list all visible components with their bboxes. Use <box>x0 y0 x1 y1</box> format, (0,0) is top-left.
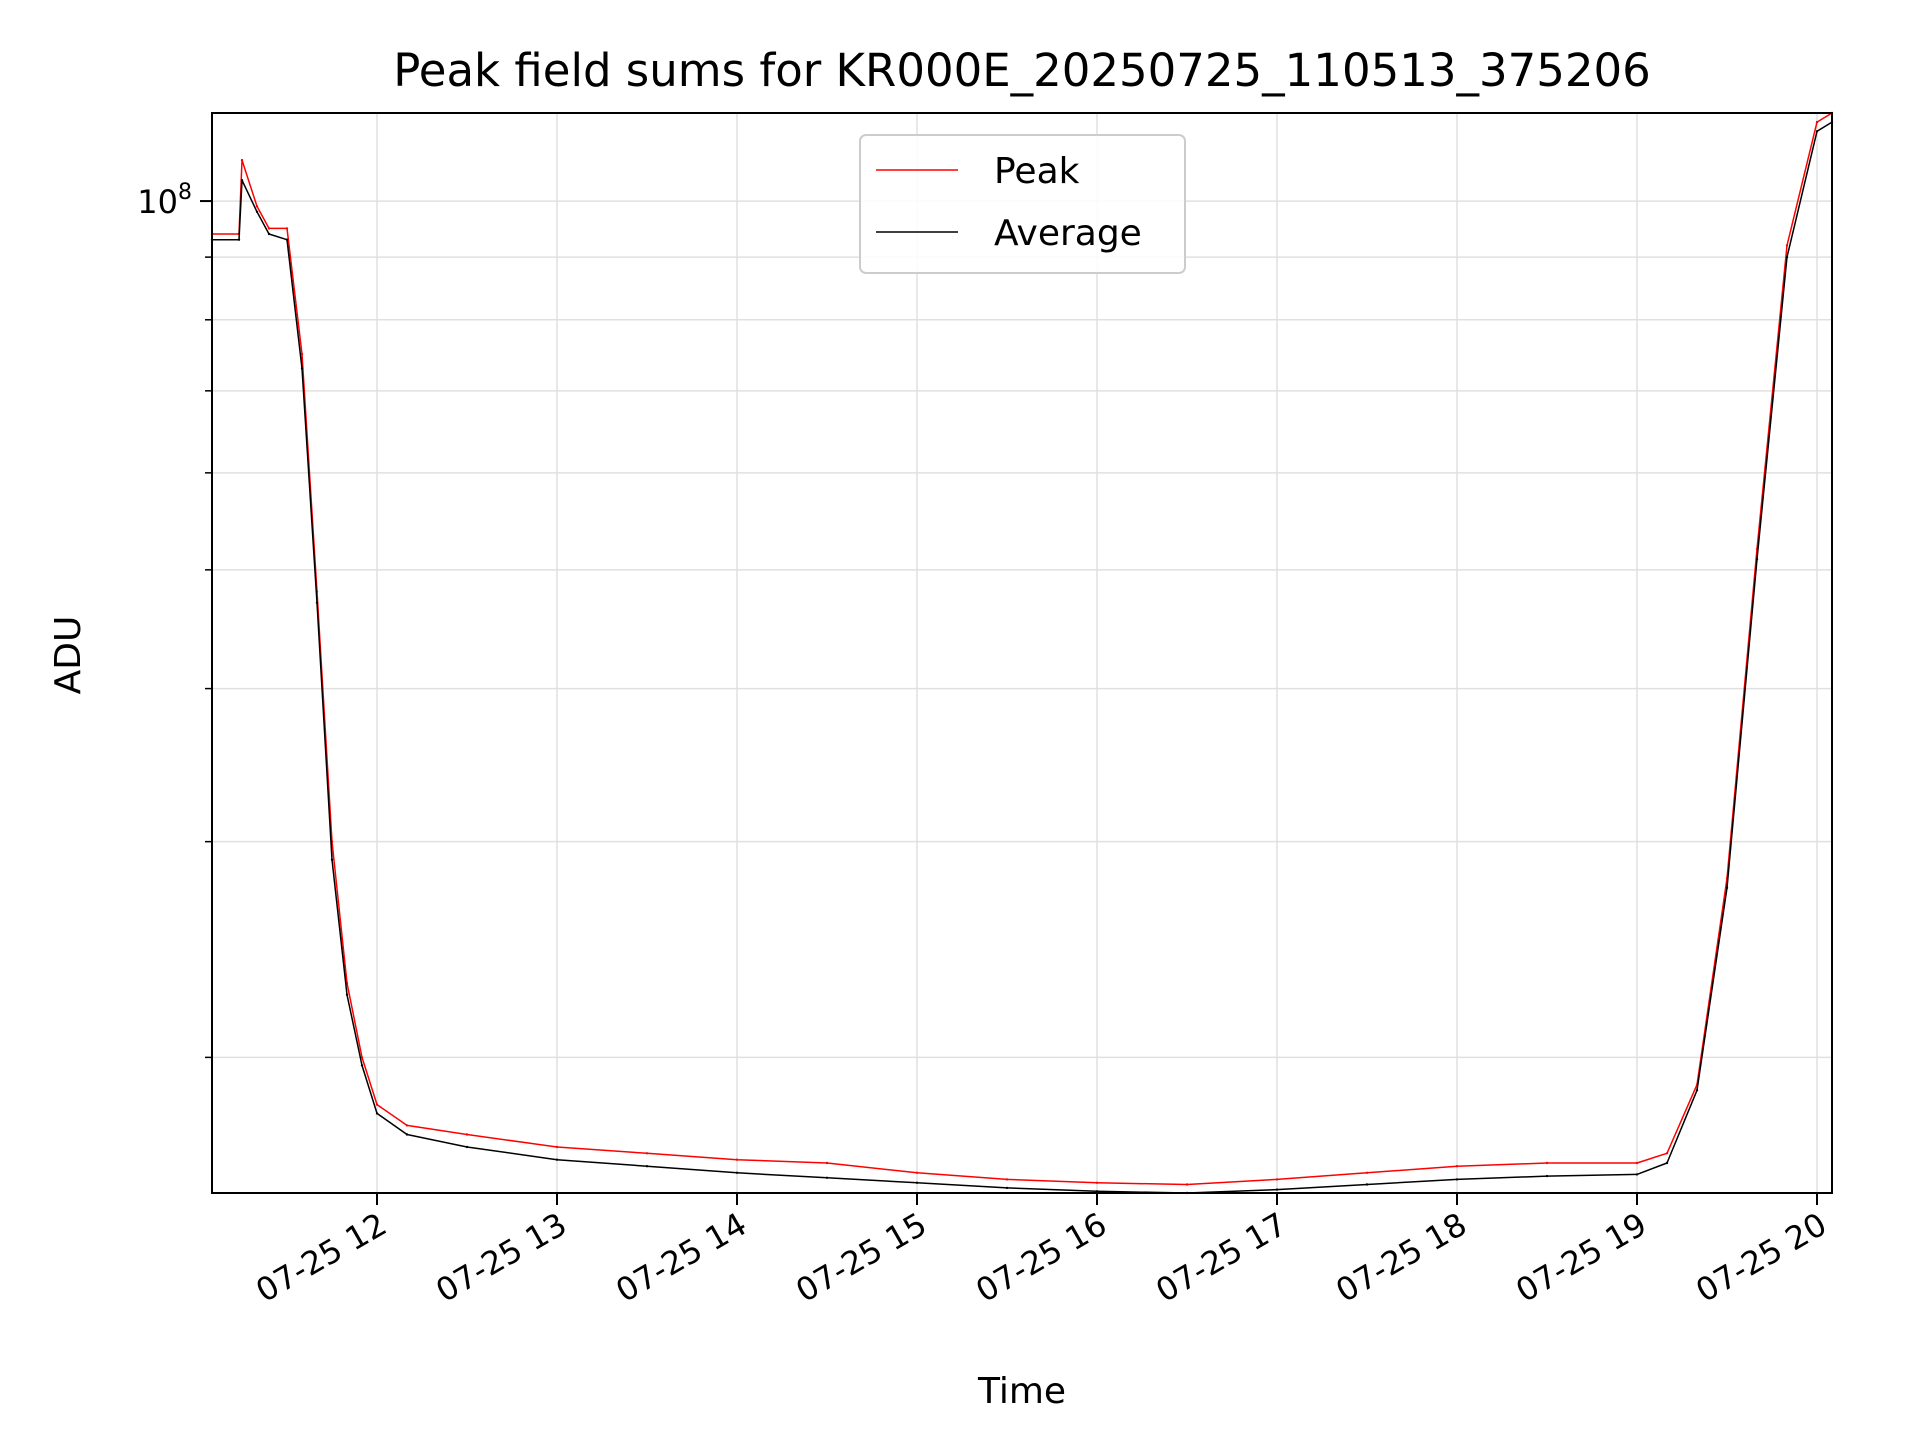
data-point-average <box>1815 130 1819 133</box>
data-point-average <box>1635 1173 1639 1176</box>
data-point-peak <box>1365 1171 1369 1175</box>
data-point-average <box>267 232 271 236</box>
data-point-peak <box>300 352 304 356</box>
chart-title: Peak field sums for KR000E_20250725_1105… <box>393 44 1651 97</box>
data-point-average <box>405 1133 409 1136</box>
data-point-peak <box>255 205 259 208</box>
data-point-peak <box>1635 1161 1639 1165</box>
data-point-average <box>1665 1161 1669 1165</box>
data-point-average <box>1095 1190 1099 1193</box>
data-point-average <box>1275 1188 1279 1191</box>
data-point-average <box>345 993 349 996</box>
data-point-average <box>360 1064 364 1067</box>
data-point-peak <box>285 227 289 230</box>
data-point-average <box>1695 1089 1699 1092</box>
data-point-peak <box>645 1152 649 1155</box>
data-point-peak <box>240 158 244 162</box>
data-point-average <box>1455 1178 1459 1181</box>
data-point-average <box>735 1171 739 1175</box>
data-point-average <box>315 601 319 604</box>
data-point-average <box>375 1112 379 1115</box>
data-point-peak <box>735 1158 739 1161</box>
x-axis-label: Time <box>977 1371 1066 1412</box>
data-point-average <box>1755 558 1759 561</box>
data-point-peak <box>1545 1161 1549 1165</box>
data-point-average <box>255 210 259 213</box>
data-point-average <box>330 858 334 861</box>
plot-frame <box>211 112 1833 1194</box>
data-point-peak <box>555 1145 559 1149</box>
legend: Peak Average <box>859 134 1186 274</box>
data-point-average <box>1365 1183 1369 1186</box>
data-point-average <box>465 1145 469 1149</box>
data-point-peak <box>1275 1178 1279 1181</box>
data-point-peak <box>1815 120 1819 124</box>
data-point-peak <box>267 227 271 230</box>
data-point-peak <box>1095 1181 1099 1185</box>
data-point-peak <box>405 1124 409 1127</box>
data-point-average <box>240 179 244 182</box>
data-point-peak <box>915 1171 919 1175</box>
data-point-average <box>555 1158 559 1161</box>
legend-label-average: Average <box>994 213 1142 254</box>
data-point-peak <box>1005 1178 1009 1181</box>
data-point-peak <box>1665 1152 1669 1155</box>
data-point-peak <box>1455 1165 1459 1168</box>
series-line-peak <box>212 112 1833 1186</box>
data-point-peak <box>465 1133 469 1136</box>
data-point-average <box>300 367 304 370</box>
data-point-average <box>1005 1186 1009 1190</box>
data-point-peak <box>360 1056 364 1059</box>
data-point-average <box>1785 255 1789 259</box>
data-point-average <box>1545 1174 1549 1178</box>
legend-label-peak: Peak <box>994 151 1080 192</box>
series-line-average <box>212 121 1833 1194</box>
data-point-average <box>825 1176 829 1180</box>
data-point-average <box>915 1181 919 1185</box>
data-point-peak <box>825 1161 829 1165</box>
data-point-average <box>285 238 289 241</box>
data-point-peak <box>1785 244 1789 247</box>
data-point-average <box>645 1165 649 1168</box>
data-point-average <box>237 238 241 241</box>
data-point-peak <box>375 1103 379 1106</box>
y-axis-label: ADU <box>48 616 89 695</box>
data-point-peak <box>1185 1183 1189 1186</box>
data-point-average <box>1725 886 1729 890</box>
